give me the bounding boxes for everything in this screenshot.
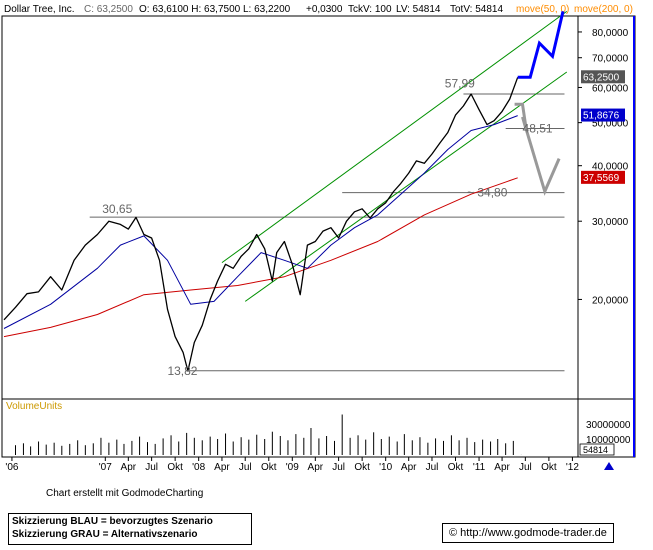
x-tick-label: '12 — [566, 462, 579, 473]
price-line — [3, 77, 519, 372]
volume-last-value: 54814 — [583, 445, 608, 455]
x-tick-label: '09 — [286, 462, 299, 473]
scenario-layer — [514, 11, 565, 196]
volume-last-badge — [579, 443, 615, 456]
header-ma50-label: move(50, 0) — [516, 4, 569, 15]
last-value-badges: 63,2500 51,8676 37,5569 — [581, 70, 625, 184]
price-annotation: 30,65 — [102, 202, 132, 216]
volume-tick-high: 30000000 — [586, 420, 631, 431]
header-ohlc: O: 63,6100 H: 63,7500 L: 63,2200 — [139, 4, 291, 15]
price-annotation: 13,82 — [167, 364, 197, 378]
last-value-badge-text: 51,8676 — [583, 111, 620, 122]
x-tick-label: Apr — [121, 462, 137, 473]
last-value-badge-text: 63,2500 — [583, 72, 620, 83]
x-tick-label: Jul — [426, 462, 439, 473]
header-close: C: 63,2500 — [84, 4, 133, 15]
price-annotation: 48,51 — [523, 121, 553, 135]
scenario-legend: Skizzierung BLAU = bevorzugtes Szenario … — [8, 513, 252, 545]
x-tick-label: Okt — [261, 462, 277, 473]
blue-scenario-path — [517, 11, 565, 79]
x-tick-label: Jul — [145, 462, 158, 473]
trend-channel-line — [221, 10, 568, 264]
ma200-line — [3, 177, 518, 338]
chart-header: Dollar Tree, Inc. C: 63,2500 O: 63,6100 … — [4, 4, 633, 15]
price-layer — [3, 77, 519, 372]
y-tick-label: 30,0000 — [592, 217, 629, 228]
ma50-line — [3, 115, 518, 329]
header-totv: TotV: 54814 — [450, 4, 503, 15]
legend-grey-text: Skizzierung GRAU = Alternativszenario — [12, 529, 198, 540]
chart-credit: Chart erstellt mit GodmodeCharting — [46, 488, 204, 499]
x-tick-label: Jul — [519, 462, 532, 473]
x-tick-label: Okt — [354, 462, 370, 473]
header-lv: LV: 54814 — [396, 4, 441, 15]
x-tick-label: Okt — [167, 462, 183, 473]
source-url-box[interactable]: © http://www.godmode-trader.de — [442, 523, 614, 543]
x-tick-label: '10 — [379, 462, 392, 473]
x-tick-label: Jul — [332, 462, 345, 473]
x-tick-label: Okt — [541, 462, 557, 473]
header-ma200-label: move(200, 0) — [574, 4, 633, 15]
volume-tick-low: 10000000 — [586, 435, 631, 446]
last-value-badge-bg — [581, 70, 625, 84]
header-symbol: Dollar Tree, Inc. — [4, 4, 75, 15]
x-tick-label: Okt — [448, 462, 464, 473]
x-tick-label: Apr — [494, 462, 510, 473]
header-change: +0,0300 — [306, 4, 343, 15]
x-tick-label: Apr — [214, 462, 230, 473]
last-value-badge-bg — [581, 108, 625, 122]
source-url: http://www.godmode-trader.de — [460, 527, 607, 539]
price-panel-frame — [1, 15, 636, 400]
y-axis-ticks: 80,0000 70,0000 60,0000 50,0000 40,0000 30,00… — [578, 28, 629, 306]
last-value-badge-bg — [581, 170, 625, 184]
y-tick-label: 50,0000 — [592, 119, 629, 130]
last-value-badge-text: 37,5569 — [583, 173, 620, 184]
volume-panel-label: VolumeUnits — [6, 401, 62, 412]
price-annotation: ~ 34,80 — [467, 186, 508, 200]
price-annotation: 57,99 — [445, 77, 475, 91]
x-tick-label: Apr — [401, 462, 417, 473]
x-tick-label: Apr — [308, 462, 324, 473]
y-tick-label: 80,0000 — [592, 28, 629, 39]
grey-scenario-path — [514, 102, 561, 196]
scroll-arrow-icon[interactable] — [604, 462, 614, 470]
y-tick-label: 20,0000 — [592, 295, 629, 306]
x-tick-label: '07 — [99, 462, 112, 473]
ma200-layer — [3, 177, 518, 338]
header-tick: TckV: 100 — [348, 4, 392, 15]
x-tick-label: '11 — [473, 462, 486, 473]
x-tick-label: '06 — [5, 462, 18, 473]
annotation-layer: 57,99 48,51 ~ 34,80 30,65 13,82 — [102, 77, 553, 378]
ma50-layer — [3, 115, 518, 329]
y-tick-label: 40,0000 — [592, 162, 629, 173]
x-tick-label: Jul — [239, 462, 252, 473]
y-tick-label: 60,0000 — [592, 83, 629, 94]
copyright-icon: © — [449, 527, 458, 539]
trend-channel-line — [244, 71, 568, 302]
legend-blue-text: Skizzierung BLAU = bevorzugtes Szenario — [12, 516, 213, 527]
x-axis-ticks: '06 '07 Apr Jul Okt '08 Apr Jul Okt '09 Apr Jul Okt '… — [5, 457, 579, 473]
volume-bars — [15, 414, 522, 455]
y-tick-label: 70,0000 — [592, 54, 629, 65]
trend-channel-layer — [221, 10, 568, 302]
support-lines-layer — [89, 93, 565, 372]
x-tick-label: '08 — [192, 462, 205, 473]
